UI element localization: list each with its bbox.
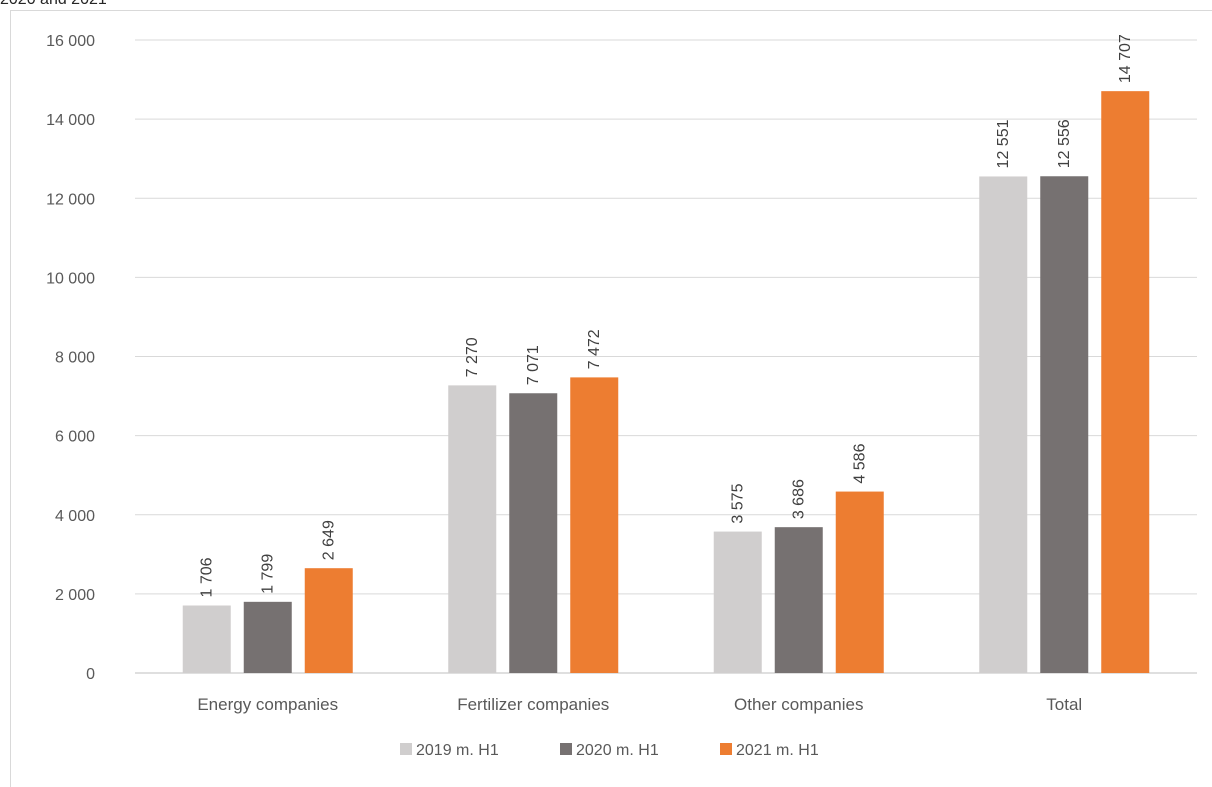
data-label: 1 706 — [199, 557, 216, 597]
y-tick-label: 14 000 — [46, 112, 95, 129]
bar — [1101, 91, 1150, 674]
data-label: 7 270 — [464, 337, 481, 377]
data-label: 7 071 — [525, 345, 542, 385]
y-tick-label: 16 000 — [46, 33, 95, 50]
data-label: 4 586 — [852, 443, 869, 483]
data-label: 7 472 — [586, 329, 603, 369]
bar — [713, 531, 762, 673]
y-tick-label: 0 — [86, 666, 95, 683]
bar — [1040, 176, 1089, 674]
data-label: 12 551 — [995, 119, 1012, 168]
y-tick-label: 2 000 — [55, 587, 95, 604]
bar — [570, 377, 619, 673]
bar — [835, 491, 884, 673]
x-category-label: Fertilizer companies — [457, 695, 609, 714]
legend-label: 2020 m. H1 — [576, 742, 659, 759]
data-label: 3 686 — [791, 479, 808, 519]
bar — [304, 568, 353, 673]
y-tick-label: 6 000 — [55, 429, 95, 446]
data-label: 2 649 — [321, 520, 338, 560]
legend-label: 2019 m. H1 — [416, 742, 499, 759]
bar — [182, 605, 231, 673]
legend-swatch — [400, 743, 412, 755]
legend-swatch — [720, 743, 732, 755]
y-tick-label: 4 000 — [55, 508, 95, 525]
x-category-label: Total — [1046, 695, 1082, 714]
bar — [448, 385, 497, 673]
x-category-label: Energy companies — [197, 695, 338, 714]
data-label: 1 799 — [260, 554, 277, 594]
legend-swatch — [560, 743, 572, 755]
y-tick-label: 12 000 — [46, 191, 95, 208]
bar — [774, 527, 823, 673]
data-label: 14 707 — [1117, 34, 1134, 83]
data-label: 3 575 — [730, 483, 747, 523]
y-tick-label: 10 000 — [46, 270, 95, 287]
bar — [509, 393, 558, 673]
legend-label: 2021 m. H1 — [736, 742, 819, 759]
chart-caption-fragment: 2020 and 2021 — [0, 0, 107, 9]
bar — [979, 176, 1028, 674]
bar — [243, 601, 292, 673]
y-tick-label: 8 000 — [55, 350, 95, 367]
data-label: 12 556 — [1056, 119, 1073, 168]
x-category-label: Other companies — [734, 695, 863, 714]
chart-frame — [10, 10, 1212, 787]
